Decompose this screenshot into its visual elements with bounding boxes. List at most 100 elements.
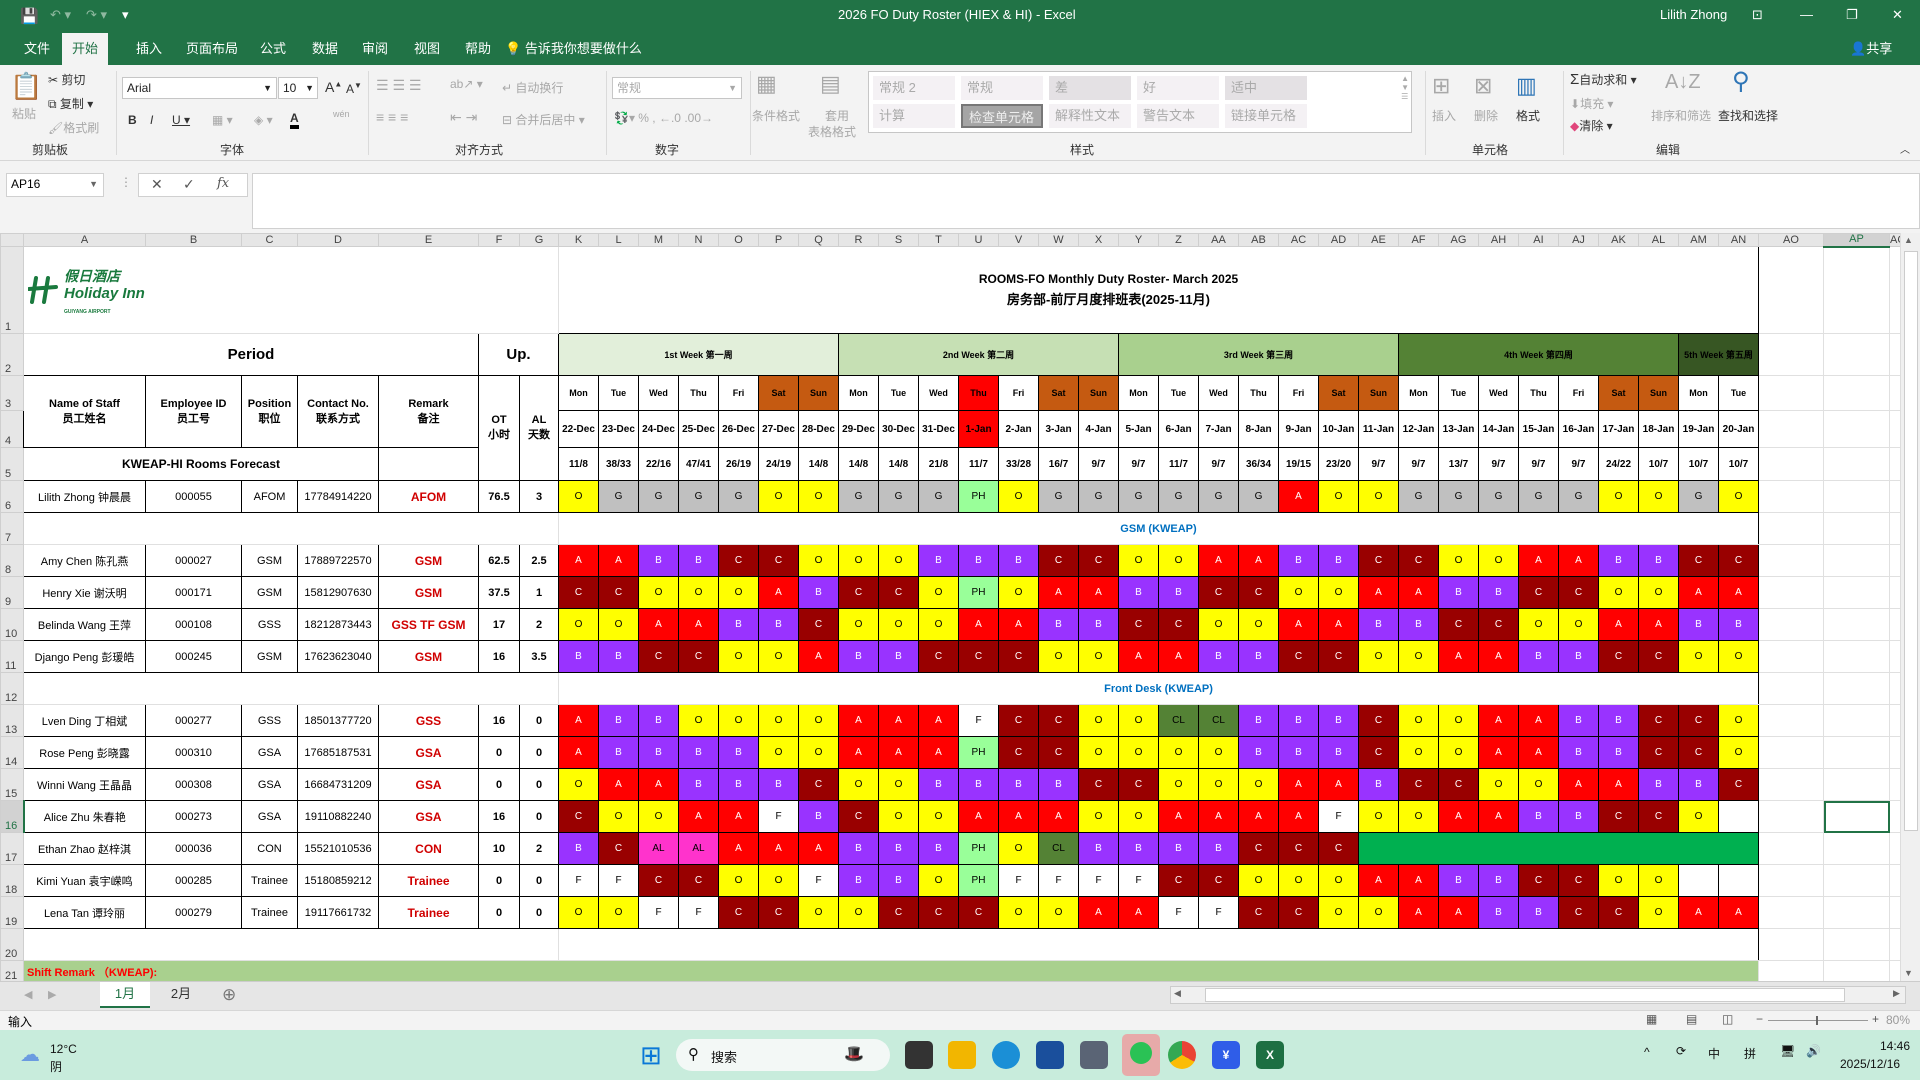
forecast-cell[interactable]: 13/7 xyxy=(1438,447,1479,481)
shift-cell[interactable]: O xyxy=(1158,736,1199,769)
shift-cell[interactable]: B xyxy=(1318,736,1359,769)
shift-cell[interactable]: B xyxy=(1518,640,1559,673)
shift-cell[interactable]: A xyxy=(1478,640,1519,673)
row-header[interactable]: 15 xyxy=(0,768,24,801)
shift-cell[interactable]: O xyxy=(918,800,959,833)
shift-cell[interactable]: C xyxy=(998,736,1039,769)
remark[interactable]: GSS TF GSM xyxy=(378,608,479,641)
column-header[interactable]: F xyxy=(478,233,520,247)
week-header[interactable]: 1st Week 第一周 xyxy=(558,333,839,376)
week-header[interactable]: 3rd Week 第三周 xyxy=(1118,333,1399,376)
shift-cell[interactable]: C xyxy=(1558,896,1599,929)
sync-icon[interactable]: ⟳ xyxy=(1676,1044,1687,1058)
employee-id[interactable]: 000277 xyxy=(145,704,242,737)
row-header[interactable]: 9 xyxy=(0,576,24,609)
shift-cell[interactable]: A xyxy=(1198,800,1239,833)
staff-name[interactable]: Ethan Zhao 赵梓淇 xyxy=(23,832,146,865)
shift-cell[interactable]: O xyxy=(998,832,1039,865)
weekday-cell[interactable]: Sun xyxy=(1078,375,1119,411)
position[interactable]: GSM xyxy=(241,576,298,609)
format-cells-icon[interactable]: ▥ xyxy=(1516,73,1537,98)
cell-AQ[interactable] xyxy=(1889,544,1900,577)
contact-number[interactable]: 17685187531 xyxy=(297,736,379,769)
shift-cell[interactable]: G xyxy=(918,480,959,513)
date-cell[interactable]: 23-Dec xyxy=(598,410,639,448)
shift-cell[interactable]: O xyxy=(1718,640,1759,673)
column-header[interactable]: S xyxy=(878,233,919,247)
shift-cell[interactable]: B xyxy=(1718,608,1759,641)
cell-AO[interactable] xyxy=(1758,333,1824,376)
forecast-cell[interactable]: 14/8 xyxy=(798,447,839,481)
shift-cell[interactable]: G xyxy=(1158,480,1199,513)
shift-cell[interactable]: A xyxy=(958,608,999,641)
share-button[interactable]: 👤共享 xyxy=(1840,33,1902,65)
shift-cell[interactable]: O xyxy=(598,896,639,929)
cut-button[interactable]: ✂ 剪切 xyxy=(48,73,86,87)
insert-function-icon[interactable]: fx xyxy=(217,176,230,191)
weekday-cell[interactable]: Fri xyxy=(1278,375,1319,411)
shift-cell[interactable]: O xyxy=(998,480,1039,513)
shift-cell[interactable]: C xyxy=(998,704,1039,737)
cell-style-8[interactable]: 警告文本 xyxy=(1137,104,1219,128)
shift-cell[interactable]: O xyxy=(1118,736,1159,769)
shift-cell[interactable]: C xyxy=(1198,864,1239,897)
cell-AQ[interactable] xyxy=(1889,375,1900,411)
al-days[interactable]: 2 xyxy=(519,832,559,865)
shift-cell[interactable]: B xyxy=(1558,704,1599,737)
cell-AP[interactable] xyxy=(1823,333,1890,376)
shift-cell[interactable]: O xyxy=(1038,640,1079,673)
cell-AP[interactable] xyxy=(1823,375,1890,411)
shift-cell[interactable]: C xyxy=(1638,704,1679,737)
shift-cell[interactable]: B xyxy=(758,768,799,801)
shift-cell[interactable]: A xyxy=(1318,608,1359,641)
contact-number[interactable]: 19117661732 xyxy=(297,896,379,929)
shift-cell[interactable]: C xyxy=(918,896,959,929)
ribbon-tab-4[interactable]: 公式 xyxy=(260,41,287,56)
shift-cell[interactable]: A xyxy=(718,800,759,833)
shift-cell[interactable]: C xyxy=(998,640,1039,673)
shift-cell[interactable]: C xyxy=(1038,544,1079,577)
cell-E5[interactable] xyxy=(378,447,479,481)
remark[interactable]: GSA xyxy=(378,800,479,833)
shift-cell[interactable]: A xyxy=(838,736,879,769)
sort-filter-button[interactable]: 排序和筛选 xyxy=(1651,109,1712,123)
forecast-cell[interactable]: 38/33 xyxy=(598,447,639,481)
shift-cell[interactable]: AL xyxy=(678,832,719,865)
shift-cell[interactable]: A xyxy=(1558,544,1599,577)
forecast-cell[interactable]: 24/19 xyxy=(758,447,799,481)
shift-cell[interactable]: PH xyxy=(958,832,999,865)
shift-cell[interactable]: O xyxy=(1358,480,1399,513)
date-cell[interactable]: 25-Dec xyxy=(678,410,719,448)
staff-name[interactable]: Lena Tan 谭玲丽 xyxy=(23,896,146,929)
shift-cell[interactable]: A xyxy=(1158,640,1199,673)
shift-cell[interactable]: O xyxy=(1518,608,1559,641)
remark[interactable]: Trainee xyxy=(378,896,479,929)
clear-button[interactable]: ◆清除 ▾ xyxy=(1570,119,1613,133)
shift-cell[interactable]: G xyxy=(1238,480,1279,513)
al-days[interactable]: 3 xyxy=(519,480,559,513)
shift-cell[interactable]: C xyxy=(1118,608,1159,641)
remark[interactable]: GSM xyxy=(378,544,479,577)
shift-cell[interactable]: B xyxy=(718,736,759,769)
column-header[interactable]: AJ xyxy=(1558,233,1599,247)
shift-cell[interactable]: B xyxy=(918,544,959,577)
shift-cell[interactable]: F xyxy=(558,864,599,897)
contact-number[interactable]: 16684731209 xyxy=(297,768,379,801)
employee-id[interactable]: 000308 xyxy=(145,768,242,801)
shift-cell[interactable]: O xyxy=(1478,768,1519,801)
shift-cell[interactable]: C xyxy=(1238,576,1279,609)
shift-cell[interactable]: B xyxy=(1038,768,1079,801)
underline-button[interactable]: U ▾ xyxy=(172,113,191,127)
contact-number[interactable]: 17623623040 xyxy=(297,640,379,673)
position[interactable]: GSA xyxy=(241,768,298,801)
cell-AP[interactable] xyxy=(1823,896,1890,929)
shift-cell[interactable]: O xyxy=(1118,544,1159,577)
cell-AQ[interactable] xyxy=(1889,832,1900,865)
shift-cell[interactable]: A xyxy=(878,736,919,769)
forecast-cell[interactable]: 11/7 xyxy=(958,447,999,481)
shift-cell[interactable]: B xyxy=(678,736,719,769)
shift-cell[interactable]: B xyxy=(1638,544,1679,577)
weekday-cell[interactable]: Tue xyxy=(1158,375,1199,411)
shift-cell[interactable]: C xyxy=(1078,768,1119,801)
shift-cell[interactable]: O xyxy=(1718,736,1759,769)
